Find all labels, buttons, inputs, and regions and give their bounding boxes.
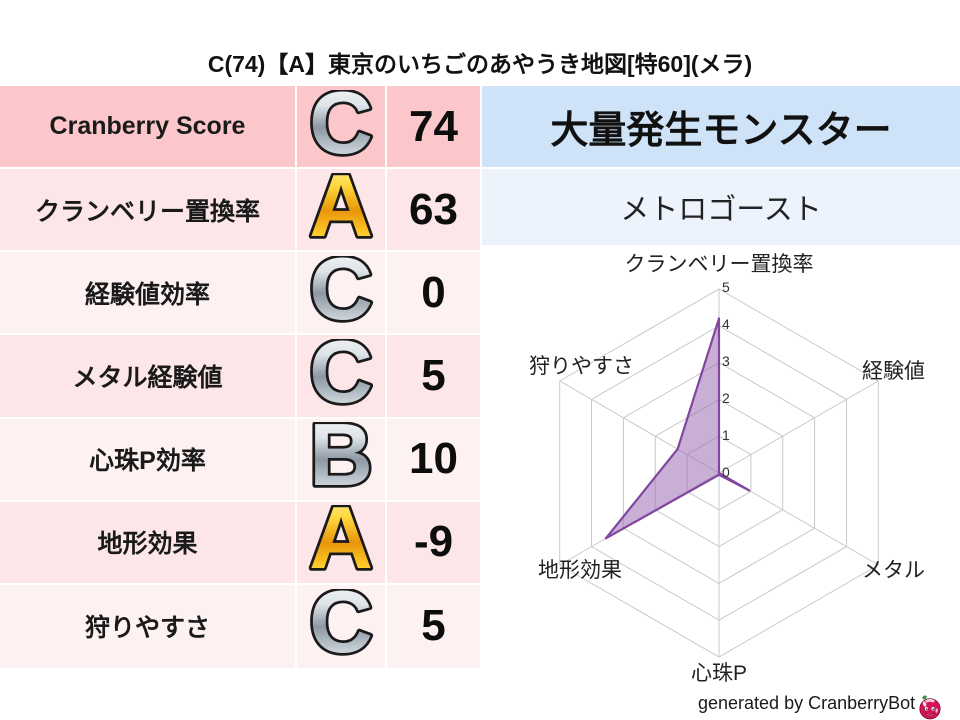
svg-text:メタル: メタル (862, 559, 925, 582)
svg-text:地形効果: 地形効果 (538, 559, 622, 582)
svg-text:1: 1 (722, 427, 730, 443)
svg-text:狩りやすさ: 狩りやすさ (529, 355, 634, 378)
svg-text:2: 2 (722, 390, 730, 406)
svg-text:5: 5 (722, 279, 730, 295)
svg-text:3: 3 (722, 353, 730, 369)
svg-text:心珠P: 心珠P (691, 662, 747, 685)
svg-text:経験値: 経験値 (862, 360, 925, 383)
svg-text:クランベリー置換率: クランベリー置換率 (625, 253, 814, 276)
svg-text:0: 0 (722, 464, 730, 480)
svg-text:4: 4 (722, 316, 730, 332)
